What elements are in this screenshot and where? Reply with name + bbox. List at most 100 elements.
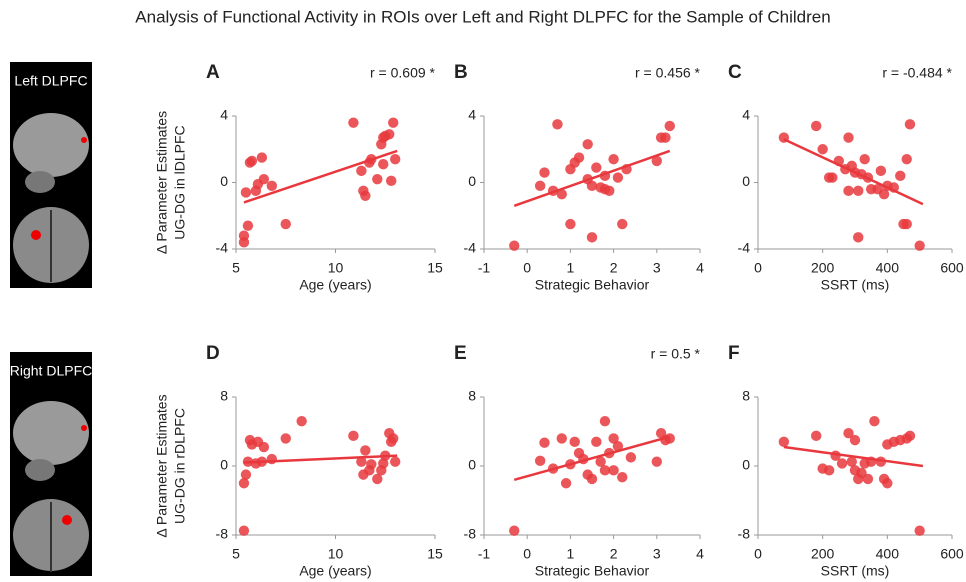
data-point [651, 456, 662, 467]
y-tick-label: -4 [464, 240, 477, 256]
data-point [509, 240, 520, 251]
data-point [573, 152, 585, 163]
brain-image: Right DLPFC [10, 352, 92, 576]
data-point [565, 218, 576, 230]
data-point [360, 445, 371, 456]
y-tick-label: 0 [468, 173, 476, 189]
panel-label: A [206, 62, 220, 83]
data-point [862, 473, 874, 485]
data-point [608, 433, 619, 444]
data-point [552, 119, 563, 130]
x-tick-label: 200 [811, 260, 835, 276]
data-point [817, 144, 828, 155]
data-point [604, 185, 615, 197]
x-axis-label: SSRT (ms) [821, 563, 890, 579]
fit-line [243, 454, 398, 464]
data-point [904, 119, 916, 130]
data-point [386, 175, 397, 187]
fit-line [783, 138, 924, 206]
x-axis-label: Strategic Behavior [535, 563, 650, 579]
fit-line [243, 149, 398, 204]
y-tick-label: -8 [738, 526, 751, 542]
y-axis-label: Δ Parameter Estimates [154, 394, 170, 537]
data-point [914, 525, 925, 536]
data-point [246, 155, 258, 167]
data-point [356, 165, 367, 177]
data-point [599, 415, 611, 427]
data-point [240, 469, 252, 480]
brain-label: Left DLPFC [14, 73, 87, 89]
data-point [660, 132, 671, 143]
x-tick-label: 15 [427, 260, 443, 276]
data-point [378, 159, 389, 170]
data-point [348, 117, 359, 128]
y-tick-label: 0 [742, 173, 750, 189]
data-point [539, 167, 550, 178]
brain-image: Left DLPFC [10, 62, 92, 288]
x-tick-label: 0 [754, 546, 762, 562]
panel-label: E [454, 343, 467, 364]
data-point [901, 154, 912, 165]
data-point [560, 478, 572, 489]
fit-line [513, 435, 671, 482]
data-point [388, 433, 399, 444]
data-point [599, 465, 611, 476]
x-tick-label: 10 [328, 260, 344, 276]
x-tick-label: 15 [427, 546, 443, 562]
y-tick-label: -4 [738, 240, 751, 256]
y-tick-label: 8 [468, 388, 476, 404]
data-point [591, 162, 602, 173]
x-axis-label: Age (years) [299, 277, 371, 293]
annotation: r = 0.609 * [370, 65, 436, 81]
data-point [811, 430, 822, 442]
data-point [586, 232, 598, 243]
data-point [608, 154, 619, 165]
data-point [664, 433, 675, 444]
data-point [266, 180, 278, 192]
data-point [509, 525, 520, 536]
x-axis-label: Strategic Behavior [535, 277, 650, 293]
y-tick-label: 0 [742, 457, 750, 473]
x-tick-label: -1 [478, 546, 491, 562]
panel-label: D [206, 343, 220, 364]
x-tick-label: 5 [232, 260, 240, 276]
data-point [608, 465, 619, 476]
data-point [348, 430, 359, 442]
data-point [651, 155, 662, 167]
x-tick-label: 0 [523, 260, 531, 276]
data-point [859, 154, 870, 165]
x-tick-label: 2 [610, 546, 618, 562]
data-point [612, 440, 624, 452]
x-tick-label: 5 [232, 546, 240, 562]
data-point [875, 165, 887, 177]
y-tick-label: -8 [216, 526, 229, 542]
data-point [914, 240, 925, 251]
panel-label: B [454, 62, 468, 83]
panel-label: C [728, 62, 742, 83]
data-point [617, 218, 628, 230]
data-point [878, 188, 890, 200]
y-axis-label: UG-DG in lDLPFC [172, 125, 188, 239]
x-tick-label: 400 [876, 260, 900, 276]
data-point [901, 218, 912, 230]
data-point [556, 433, 567, 444]
data-point [617, 472, 628, 483]
data-point [612, 172, 624, 183]
data-point [372, 173, 383, 185]
data-point [238, 230, 250, 241]
data-point [296, 415, 307, 427]
data-point [256, 152, 268, 163]
data-point [534, 180, 546, 192]
panel-label: F [728, 343, 740, 364]
data-point [823, 465, 835, 476]
x-tick-label: 200 [811, 546, 835, 562]
data-point [595, 456, 606, 467]
data-point [836, 458, 848, 469]
y-tick-label: 8 [220, 388, 228, 404]
y-tick-label: 0 [468, 457, 476, 473]
x-tick-label: 600 [940, 546, 964, 562]
data-point [258, 441, 270, 453]
data-point [869, 415, 880, 427]
data-point [390, 456, 401, 467]
